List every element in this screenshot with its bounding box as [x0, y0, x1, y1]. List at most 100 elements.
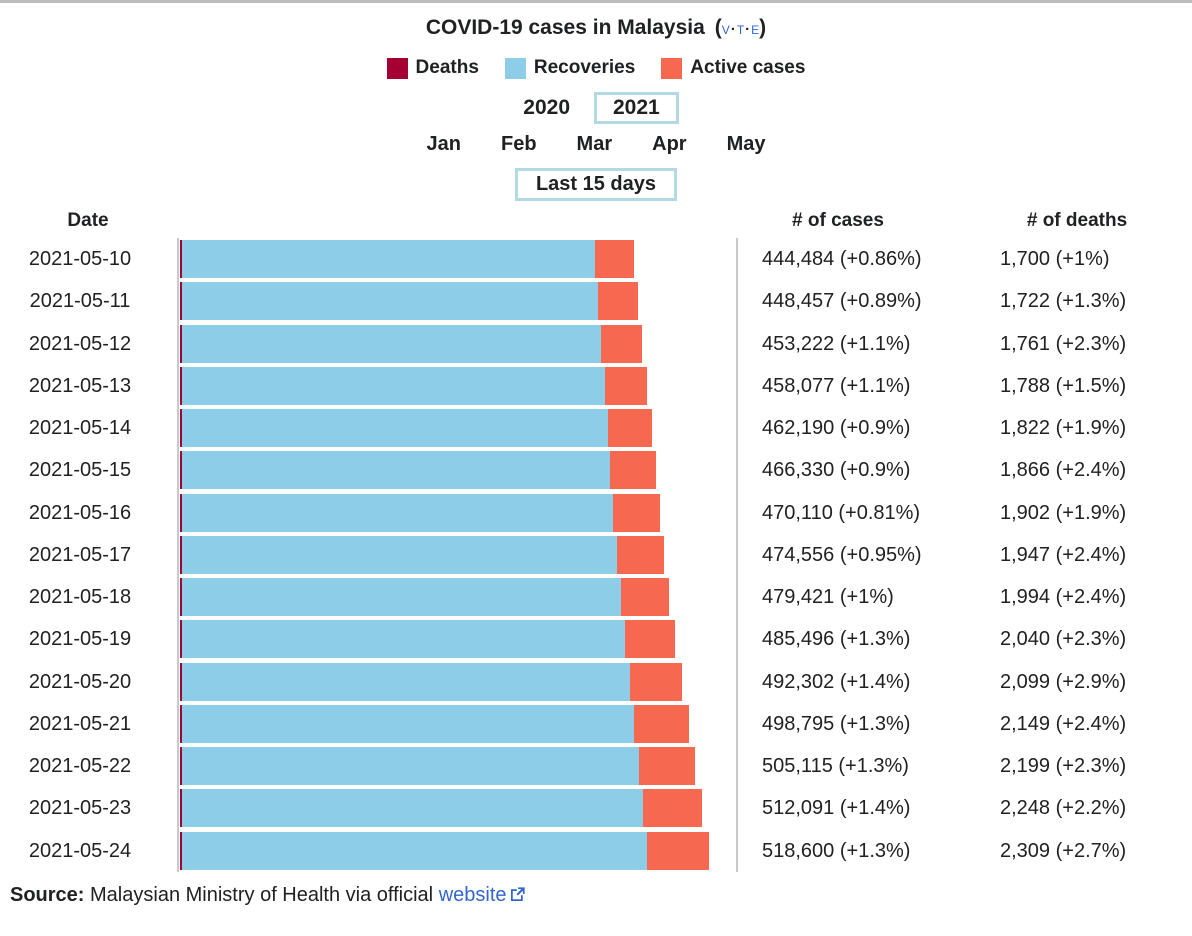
month-tab-jan[interactable]: Jan [426, 133, 461, 155]
active-cases-swatch [661, 57, 683, 79]
row-date-label: 2021-05-19 [28, 628, 132, 651]
row-date-label: 2021-05-15 [28, 459, 132, 482]
active-cases-bar-segment [616, 535, 665, 574]
stacked-bar [180, 662, 683, 701]
row-date-label: 2021-05-14 [28, 417, 132, 440]
row-cases-value: 485,496 (+1.3%) [762, 628, 911, 651]
recoveries-bar-segment [182, 578, 621, 617]
row-deaths-value: 1,902 (+1.9%) [1000, 501, 1127, 524]
recoveries-bar-segment [182, 747, 639, 786]
recoveries-bar-segment [182, 409, 608, 448]
vte-dot: · [730, 21, 736, 38]
stacked-bar [180, 789, 703, 828]
table-row: 2021-05-16 470,110 (+0.81%) 1,902 (+1.9%) [0, 492, 1192, 534]
active-cases-bar-segment [638, 747, 696, 786]
active-cases-bar-segment [601, 324, 643, 363]
table-row: 2021-05-24 518,600 (+1.3%) 2,309 (+2.7%) [0, 830, 1192, 872]
active-cases-bar-segment [607, 409, 652, 448]
month-tab-may[interactable]: May [726, 133, 766, 155]
vte-view-link[interactable]: v [721, 19, 730, 38]
row-deaths-value: 1,722 (+1.3%) [1000, 290, 1127, 313]
range-selector: Last 15 days [0, 168, 1192, 201]
stacked-bar [180, 535, 665, 574]
recoveries-bar-segment [182, 451, 611, 490]
stacked-bar [180, 409, 652, 448]
active-cases-bar-segment [624, 620, 676, 659]
vte-edit-link[interactable]: e [751, 19, 760, 38]
table-row: 2021-05-12 453,222 (+1.1%) 1,761 (+2.3%) [0, 323, 1192, 365]
deaths-bar-segment [180, 409, 182, 448]
page-title: COVID-19 cases in Malaysia [425, 16, 705, 39]
recoveries-bar-segment [182, 789, 644, 828]
source-line: Source: Malaysian Ministry of Health via… [10, 884, 525, 907]
row-deaths-value: 1,947 (+2.4%) [1000, 543, 1127, 566]
legend-item-recoveries: Recoveries [504, 57, 635, 79]
deaths-bar-segment [180, 535, 182, 574]
deaths-swatch [386, 57, 408, 79]
year-tab-2021[interactable]: 2021 [594, 92, 679, 124]
chart-axis-line [177, 238, 179, 872]
deaths-bar-segment [180, 831, 183, 870]
column-header-cases: # of cases [792, 210, 884, 231]
table-row: 2021-05-23 512,091 (+1.4%) 2,248 (+2.2%) [0, 787, 1192, 829]
row-deaths-value: 1,788 (+1.5%) [1000, 374, 1127, 397]
legend: Deaths Recoveries Active cases [0, 57, 1192, 79]
row-date-label: 2021-05-16 [28, 501, 132, 524]
chart-header: COVID-19 cases in Malaysia (v·t·e) [0, 16, 1192, 40]
row-date-label: 2021-05-13 [28, 374, 132, 397]
row-cases-value: 492,302 (+1.4%) [762, 670, 911, 693]
row-deaths-value: 2,149 (+2.4%) [1000, 712, 1127, 735]
stacked-bar [180, 451, 656, 490]
vte-dot: · [745, 21, 751, 38]
row-deaths-value: 1,994 (+2.4%) [1000, 586, 1127, 609]
row-deaths-value: 1,761 (+2.3%) [1000, 332, 1127, 355]
deaths-bar-segment [180, 366, 182, 405]
year-tab-2020[interactable]: 2020 [523, 96, 570, 119]
deaths-bar-segment [180, 704, 183, 743]
table-row: 2021-05-19 485,496 (+1.3%) 2,040 (+2.3%) [0, 618, 1192, 660]
table-row: 2021-05-20 492,302 (+1.4%) 2,099 (+2.9%) [0, 661, 1192, 703]
row-date-label: 2021-05-11 [29, 290, 131, 313]
stacked-bar [180, 493, 660, 532]
month-tab-apr[interactable]: Apr [652, 133, 687, 155]
row-date-label: 2021-05-12 [28, 332, 132, 355]
stacked-bar [180, 366, 648, 405]
table-row: 2021-05-11 448,457 (+0.89%) 1,722 (+1.3%) [0, 280, 1192, 322]
row-cases-value: 470,110 (+0.81%) [762, 501, 921, 524]
source-label: Source: [10, 884, 85, 906]
row-deaths-value: 2,199 (+2.3%) [1000, 755, 1127, 778]
row-cases-value: 466,330 (+0.9%) [762, 459, 911, 482]
table-row: 2021-05-22 505,115 (+1.3%) 2,199 (+2.3%) [0, 745, 1192, 787]
table-row: 2021-05-18 479,421 (+1%) 1,994 (+2.4%) [0, 576, 1192, 618]
active-cases-bar-segment [594, 240, 634, 278]
month-tab-mar[interactable]: Mar [576, 133, 613, 155]
row-deaths-value: 1,866 (+2.4%) [1000, 459, 1127, 482]
deaths-bar-segment [180, 662, 183, 701]
stacked-bar [180, 324, 643, 363]
row-date-label: 2021-05-18 [28, 586, 132, 609]
top-divider [0, 0, 1192, 3]
vte-talk-link[interactable]: t [736, 19, 745, 38]
active-cases-bar-segment [643, 789, 703, 828]
recoveries-bar-segment [182, 620, 625, 659]
recoveries-bar-segment [182, 704, 635, 743]
deaths-bar-segment [180, 620, 183, 659]
recoveries-bar-segment [182, 535, 617, 574]
active-cases-bar-segment [647, 831, 709, 870]
row-date-label: 2021-05-24 [28, 839, 132, 862]
row-cases-value: 474,556 (+0.95%) [762, 543, 922, 566]
legend-label: Active cases [690, 57, 806, 78]
website-link[interactable]: website [439, 884, 525, 906]
active-cases-bar-segment [597, 282, 638, 321]
stacked-bar [180, 620, 676, 659]
last-15-days-button[interactable]: Last 15 days [514, 168, 678, 201]
row-cases-value: 453,222 (+1.1%) [762, 332, 911, 355]
recoveries-bar-segment [182, 240, 595, 278]
recoveries-bar-segment [182, 493, 614, 532]
recoveries-swatch [504, 57, 526, 79]
row-date-label: 2021-05-17 [28, 543, 132, 566]
month-tab-feb[interactable]: Feb [500, 133, 537, 155]
stacked-bar [180, 282, 638, 321]
stacked-bar [180, 578, 670, 617]
